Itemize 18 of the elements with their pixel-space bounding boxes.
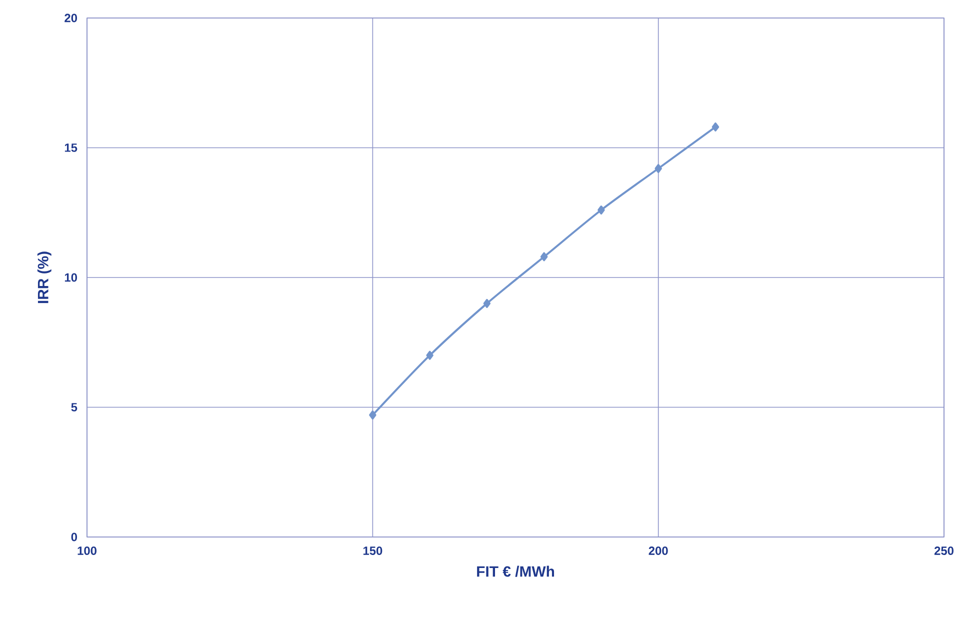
x-tick-label: 100: [78, 546, 96, 555]
x-tick-label: 200: [648, 546, 668, 555]
point: [712, 122, 720, 132]
point: [540, 252, 548, 262]
x-tick-label: 150: [363, 546, 382, 555]
y-tick-label: 20: [64, 14, 77, 22]
point: [654, 164, 662, 173]
point: [426, 350, 434, 360]
y-tick-label: 0: [71, 532, 77, 542]
x-axis-title: FIT € /MWh: [477, 566, 554, 577]
y-tick-label: 10: [64, 273, 77, 282]
point: [369, 410, 376, 420]
y-tick-label: 15: [64, 144, 78, 152]
point: [483, 298, 491, 308]
point: [598, 206, 605, 214]
y-axis-title: IRR (%): [37, 252, 52, 304]
y-tick-label: 5: [71, 403, 78, 412]
x-tick-label: 250: [934, 546, 954, 555]
